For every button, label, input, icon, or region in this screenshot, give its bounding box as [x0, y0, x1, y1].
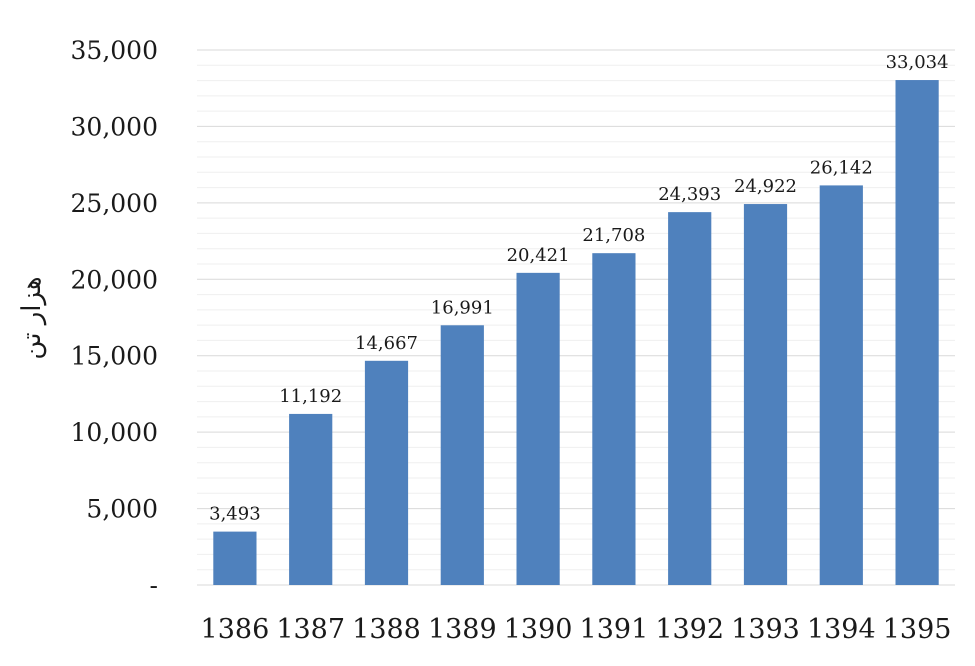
y-axis-ticks: - 5,000 10,000 15,000 20,000 25,000 30,000 35,0…	[71, 36, 158, 600]
y-tick-label: 20,000	[71, 265, 158, 294]
x-tick-label: 1395	[883, 614, 952, 645]
bar-1388	[364, 360, 409, 585]
bar-1393	[743, 204, 788, 585]
data-labels: 3,493 11,192 14,667 16,991 20,421 21,708 24,39…	[209, 52, 948, 525]
x-tick-label: 1390	[504, 614, 573, 645]
y-tick-label: 35,000	[71, 36, 158, 65]
bar-1392	[668, 212, 712, 586]
y-tick-label: 25,000	[71, 189, 158, 218]
x-axis-ticks: 1386 1387 1388 1389 1390 1391 1392 1393 1394 1395	[201, 614, 952, 645]
x-tick-label: 1387	[276, 614, 345, 645]
x-tick-label: 1393	[731, 614, 800, 645]
y-tick-label: 30,000	[71, 112, 158, 141]
y-tick-label: 10,000	[71, 418, 158, 447]
data-label: 24,922	[734, 176, 797, 197]
data-label: 11,192	[279, 386, 342, 407]
data-label: 26,142	[810, 157, 873, 178]
data-label: 14,667	[355, 333, 418, 354]
y-tick-label: 5,000	[86, 495, 158, 524]
x-tick-label: 1392	[655, 614, 724, 645]
data-label: 24,393	[658, 184, 721, 205]
bar-1395	[895, 80, 939, 586]
y-tick-label: -	[150, 571, 158, 600]
x-tick-label: 1394	[807, 614, 876, 645]
x-tick-label: 1388	[352, 614, 421, 645]
y-axis-title: هزار تن	[17, 276, 47, 359]
x-tick-label: 1391	[580, 614, 649, 645]
data-label: 33,034	[886, 52, 949, 73]
bar-1387	[289, 413, 333, 585]
data-label: 3,493	[209, 504, 261, 525]
x-tick-label: 1386	[201, 614, 270, 645]
bar-1394	[819, 185, 863, 585]
data-label: 21,708	[582, 225, 645, 246]
x-tick-label: 1389	[428, 614, 497, 645]
bar-1386	[213, 531, 257, 585]
data-label: 16,991	[431, 297, 494, 318]
data-label: 20,421	[507, 245, 570, 266]
bar-1390	[516, 272, 560, 585]
bars	[213, 80, 939, 586]
bar-1389	[440, 325, 484, 585]
y-tick-label: 15,000	[71, 342, 158, 371]
bar-1391	[592, 253, 636, 585]
